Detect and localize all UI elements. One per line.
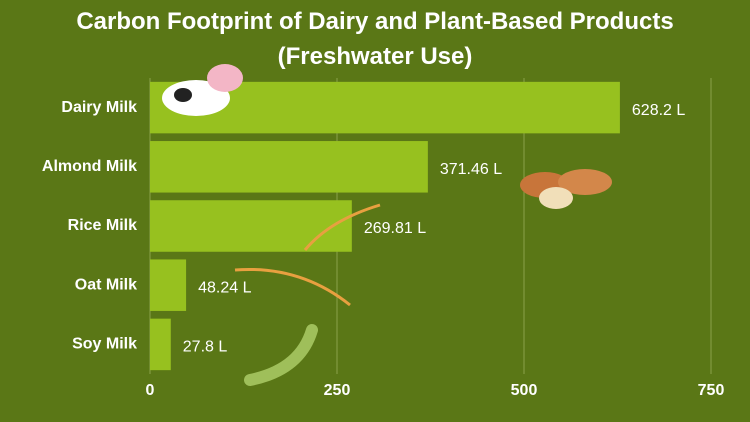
decorations — [162, 64, 612, 386]
value-label: 48.24 L — [198, 279, 251, 296]
category-label: Soy Milk — [72, 336, 137, 353]
soy-icon — [244, 324, 318, 386]
value-label: 628.2 L — [632, 102, 685, 119]
x-tick-label: 500 — [511, 382, 538, 399]
almond-icon — [539, 187, 573, 209]
category-label: Rice Milk — [68, 217, 137, 234]
category-label: Dairy Milk — [61, 99, 137, 116]
labels: 0 250 500 750 Dairy Milk 628.2 L Almond Milk 37… — [42, 99, 725, 399]
bar — [150, 259, 187, 311]
x-tick-label: 250 — [324, 382, 351, 399]
chart-title: Carbon Footprint of Dairy and Plant-Base… — [76, 8, 674, 70]
rice-icon — [303, 203, 381, 251]
category-label: Almond Milk — [42, 158, 137, 175]
value-label: 371.46 L — [440, 161, 502, 178]
value-label: 269.81 L — [364, 220, 426, 237]
x-tick-label: 0 — [146, 382, 155, 399]
bar — [150, 318, 171, 371]
x-tick-label: 750 — [698, 382, 725, 399]
bar — [150, 200, 352, 252]
category-label: Oat Milk — [75, 276, 137, 293]
rice-icon — [234, 267, 351, 307]
almond-icon — [558, 169, 612, 195]
cow-head — [207, 64, 243, 92]
value-label: 27.8 L — [183, 339, 228, 356]
cow-spot — [174, 88, 192, 102]
bar — [150, 141, 428, 193]
